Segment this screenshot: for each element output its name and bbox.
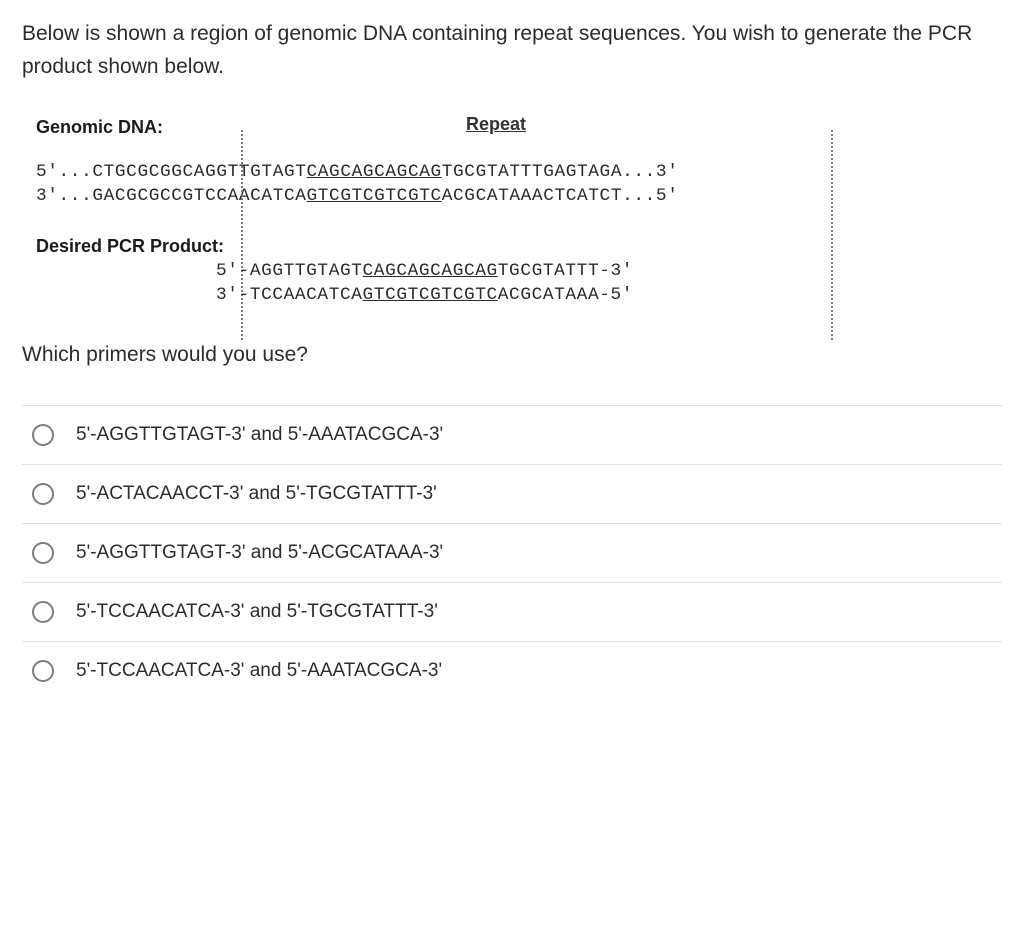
question-intro: Below is shown a region of genomic DNA c… <box>22 18 1002 83</box>
answer-options: 5'-AGGTTGTAGT-3' and 5'-AAATACGCA-3' 5'-… <box>22 405 1002 700</box>
guide-line-right <box>831 130 833 340</box>
guide-line-left <box>241 130 243 340</box>
genomic-bottom-strand: 3'...GACGCGCCGTCCAACATCAGTCGTCGTCGTCACGC… <box>36 184 1002 208</box>
option-row[interactable]: 5'-TCCAACATCA-3' and 5'-AAATACGCA-3' <box>22 642 1002 700</box>
genomic-dna-section: Genomic DNA: Repeat 5'...CTGCGCGGCAGGTTG… <box>36 117 1002 208</box>
option-row[interactable]: 5'-TCCAACATCA-3' and 5'-TGCGTATTT-3' <box>22 583 1002 642</box>
genomic-dna-label: Genomic DNA: <box>36 117 163 137</box>
option-row[interactable]: 5'-AGGTTGTAGT-3' and 5'-ACGCATAAA-3' <box>22 524 1002 583</box>
desired-product-section: Desired PCR Product: 5'-AGGTTGTAGTCAGCAG… <box>36 236 1002 307</box>
radio-icon[interactable] <box>32 483 54 505</box>
option-label: 5'-TCCAACATCA-3' and 5'-TGCGTATTT-3' <box>76 601 438 623</box>
radio-icon[interactable] <box>32 542 54 564</box>
option-label: 5'-ACTACAACCT-3' and 5'-TGCGTATTT-3' <box>76 483 437 505</box>
product-top-strand: 5'-AGGTTGTAGTCAGCAGCAGCAGTGCGTATTT-3' <box>216 259 1002 283</box>
option-label: 5'-TCCAACATCA-3' and 5'-AAATACGCA-3' <box>76 660 442 682</box>
desired-product-label: Desired PCR Product: <box>36 236 1002 257</box>
radio-icon[interactable] <box>32 660 54 682</box>
option-label: 5'-AGGTTGTAGT-3' and 5'-ACGCATAAA-3' <box>76 542 443 564</box>
option-label: 5'-AGGTTGTAGT-3' and 5'-AAATACGCA-3' <box>76 424 443 446</box>
primer-question: Which primers would you use? <box>22 343 1002 367</box>
repeat-label: Repeat <box>466 114 526 135</box>
option-row[interactable]: 5'-AGGTTGTAGT-3' and 5'-AAATACGCA-3' <box>22 406 1002 465</box>
genomic-top-strand: 5'...CTGCGCGGCAGGTTGTAGTCAGCAGCAGCAGTGCG… <box>36 160 1002 184</box>
product-bottom-strand: 3'-TCCAACATCAGTCGTCGTCGTCACGCATAAA-5' <box>216 283 1002 307</box>
radio-icon[interactable] <box>32 424 54 446</box>
option-row[interactable]: 5'-ACTACAACCT-3' and 5'-TGCGTATTT-3' <box>22 465 1002 524</box>
radio-icon[interactable] <box>32 601 54 623</box>
